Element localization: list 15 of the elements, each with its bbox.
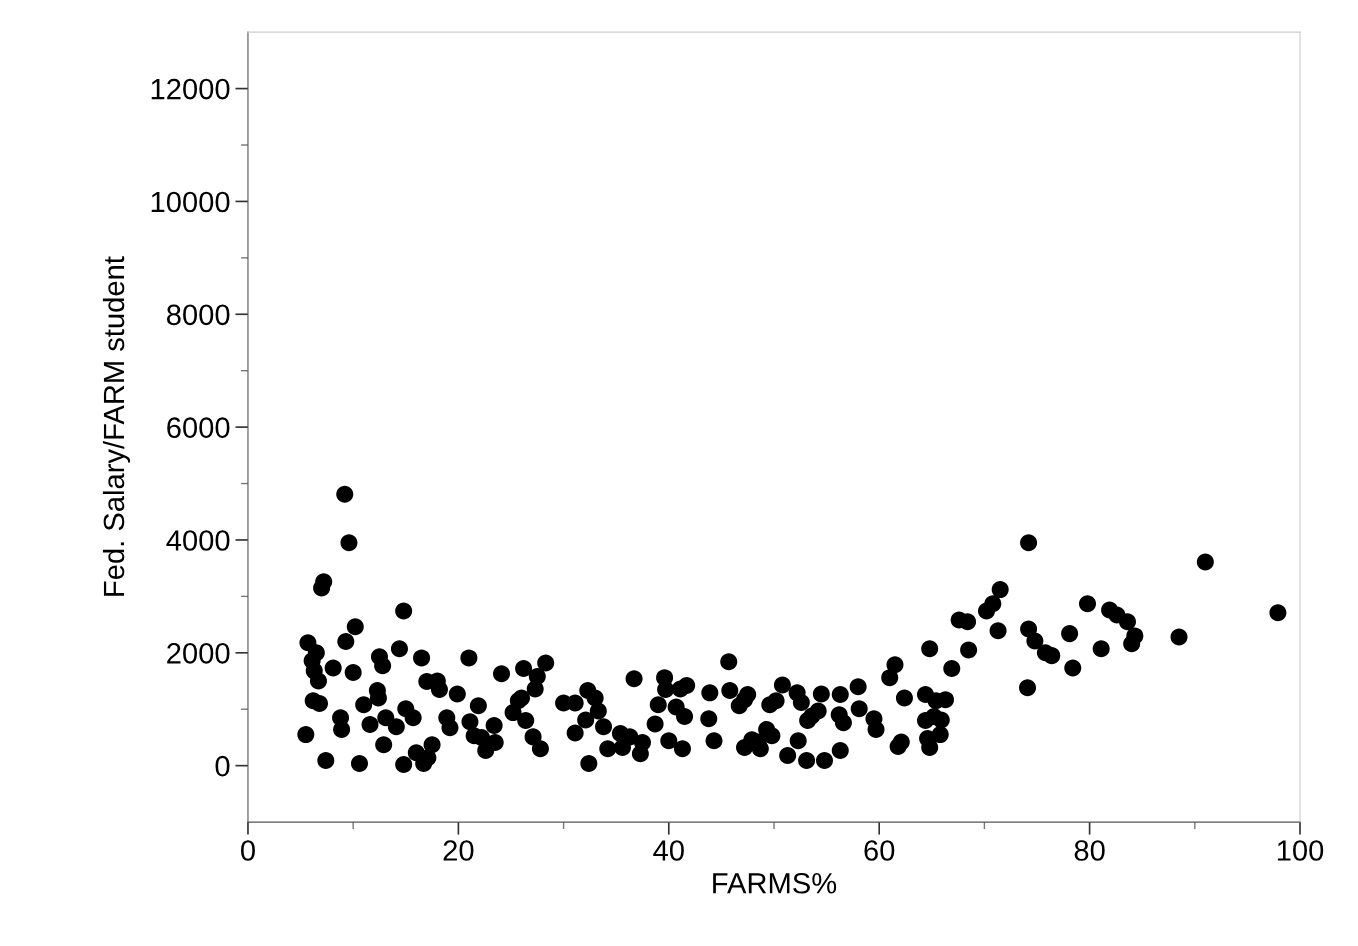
x-tick-label: 0 [241, 840, 255, 861]
x-tick-label: 40 [653, 840, 684, 861]
y-axis-title: Fed. Salary/FARM student [102, 256, 131, 596]
y-tick-label: 0 [215, 755, 230, 777]
x-axis-title: FARMS% [713, 872, 837, 894]
y-tick-label: 4000 [166, 530, 230, 551]
x-tick-label: 20 [443, 840, 474, 861]
y-tick-label: 2000 [167, 643, 230, 664]
x-tick-label: 80 [1074, 840, 1105, 861]
x-tick-label: 100 [1277, 840, 1324, 861]
x-tick-label: 60 [864, 840, 895, 861]
y-tick-label: 8000 [167, 304, 230, 326]
y-tick-label: 10000 [151, 191, 230, 213]
y-tick-label: 6000 [167, 417, 230, 438]
y-tick-label: 12000 [151, 78, 230, 100]
